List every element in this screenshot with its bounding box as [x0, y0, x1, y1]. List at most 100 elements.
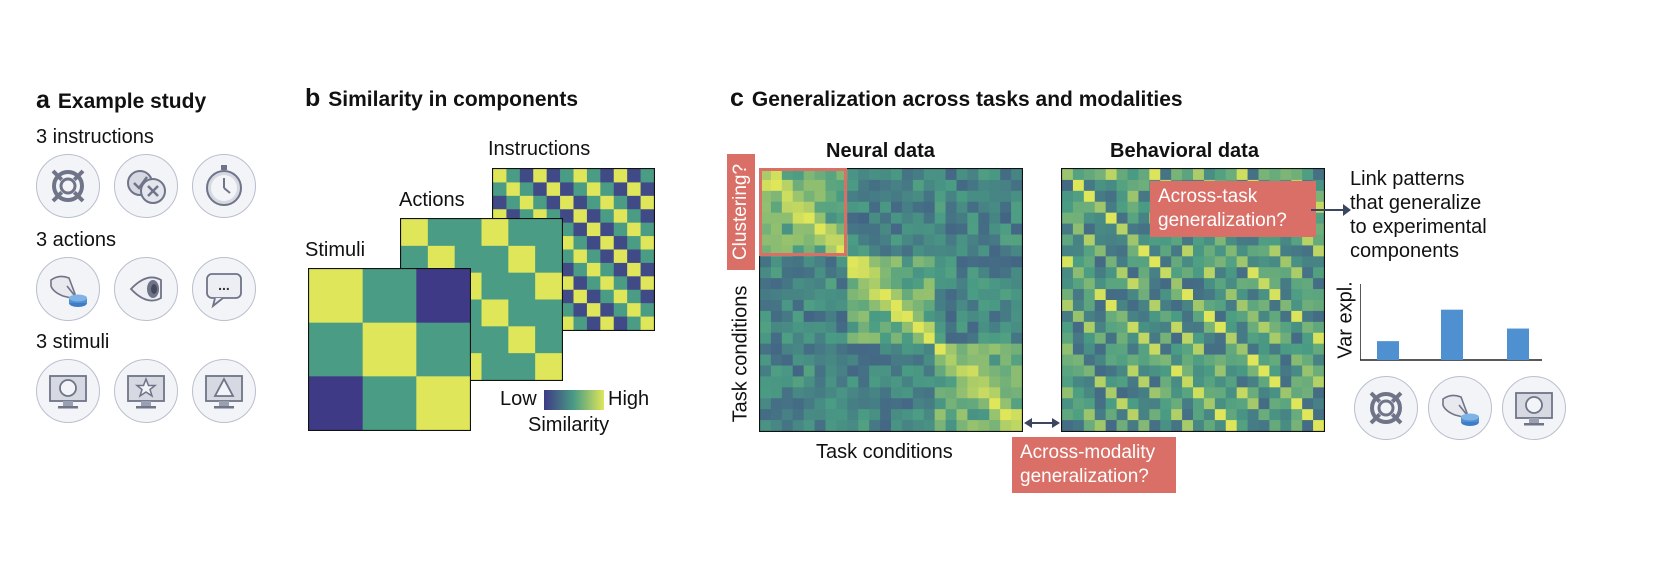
matrix-cell	[1116, 310, 1128, 323]
matrix-cell	[803, 420, 815, 432]
matrix-cell	[792, 310, 805, 323]
matrix-cell	[891, 310, 903, 323]
matrix-cell	[535, 353, 563, 381]
matrix-cell	[912, 387, 925, 399]
matrix-cell	[1171, 256, 1183, 268]
row-label-stimuli: 3 stimuli	[36, 331, 110, 353]
matrix-cell	[1094, 310, 1107, 323]
matrix-cell	[1116, 289, 1128, 301]
matrix-cell	[1062, 179, 1074, 192]
matrix-cell	[978, 354, 990, 366]
matrix-cell	[956, 332, 968, 345]
matrix-cell	[901, 179, 914, 192]
monitor-star-icon	[114, 359, 178, 423]
matrix-cell	[836, 245, 848, 257]
matrix-cell	[880, 376, 892, 388]
matrix-cell	[1247, 234, 1259, 246]
matrix-cell	[945, 300, 957, 312]
matrix-cell	[814, 409, 826, 421]
matrix-cell	[770, 212, 783, 224]
matrix-cell	[1000, 256, 1012, 268]
matrix-cell	[945, 409, 957, 421]
matrix-cell	[945, 223, 957, 235]
matrix-cell	[760, 398, 772, 410]
matrix-cell	[1138, 212, 1150, 224]
matrix-cell	[1302, 278, 1314, 290]
matrix-cell	[858, 223, 870, 235]
matrix-cell	[1072, 332, 1085, 345]
matrix-cell	[781, 223, 794, 235]
matrix-cell	[760, 321, 772, 334]
matrix-cell	[1302, 354, 1314, 366]
matrix-cell	[880, 387, 892, 399]
matrix-cell	[1062, 245, 1074, 257]
matrix-cell	[880, 190, 892, 203]
matrix-cell	[1160, 398, 1172, 410]
matrix-cell	[1062, 256, 1074, 268]
matrix-cell	[1182, 420, 1194, 432]
matrix-cell	[923, 409, 936, 421]
matrix-cell	[901, 398, 914, 410]
matrix-cell	[1000, 223, 1012, 235]
matrix-cell	[1105, 376, 1117, 388]
matrix-cell	[1116, 365, 1128, 377]
matrix-cell	[627, 276, 641, 291]
matrix-cell	[1138, 310, 1150, 323]
row-label-instructions: 3 instructions	[36, 126, 154, 148]
matrix-cell	[1203, 245, 1216, 257]
matrix-cell	[989, 179, 1001, 192]
matrix-cell	[825, 354, 837, 366]
matrix-cell	[989, 267, 1001, 279]
matrix-cell	[825, 289, 837, 301]
matrix-cell	[1225, 245, 1238, 257]
matrix-cell	[1083, 409, 1096, 421]
matrix-cell	[814, 179, 826, 192]
matrix-cell	[1011, 310, 1023, 323]
colorbar-high-label: High	[608, 388, 650, 410]
matrix-cell	[847, 420, 859, 432]
matrix-cell	[1302, 289, 1314, 301]
matrix-cell	[1160, 169, 1172, 181]
matrix-cell	[1171, 310, 1183, 323]
matrix-cell	[825, 190, 837, 203]
matrix-cell	[1062, 223, 1074, 235]
matrix-cell	[1000, 278, 1012, 290]
matrix-cell	[560, 195, 574, 210]
matrix-cell	[573, 262, 588, 277]
matrix-cell	[858, 332, 870, 345]
matrix-cell	[1225, 256, 1238, 268]
matrix-cell	[1105, 409, 1117, 421]
matrix-cell	[1083, 420, 1096, 432]
matrix-cell	[847, 332, 859, 345]
matrix-cell	[1011, 343, 1023, 355]
behavioral-similarity-matrix	[1061, 168, 1325, 432]
matrix-cell	[1000, 234, 1012, 246]
matrix-cell	[923, 354, 936, 366]
matrix-cell	[1000, 354, 1012, 366]
matrix-cell	[1149, 234, 1161, 246]
matrix-cell	[1258, 365, 1270, 377]
matrix-cell	[934, 365, 946, 377]
matrix-cell	[1127, 343, 1139, 355]
matrix-cell	[989, 169, 1001, 181]
matrix-cell	[627, 182, 641, 197]
matrix-cell	[869, 223, 881, 235]
matrix-cell	[781, 343, 794, 355]
matrix-cell	[1225, 169, 1238, 181]
matrix-cell	[803, 321, 815, 334]
matrix-cell	[923, 310, 936, 323]
matrix-cell	[891, 223, 903, 235]
matrix-cell	[901, 332, 914, 345]
matrix-cell	[934, 376, 946, 388]
matrix-cell	[891, 234, 903, 246]
matrix-cell	[989, 409, 1001, 421]
matrix-cell	[923, 420, 936, 432]
matrix-cell	[967, 212, 979, 224]
matrix-cell	[1011, 365, 1023, 377]
matrix-cell	[1094, 387, 1107, 399]
matrix-cell	[1160, 234, 1172, 246]
matrix-cell	[1083, 190, 1096, 203]
panel-b-letter: b	[305, 84, 321, 112]
matrix-cell	[586, 169, 601, 183]
matrix-cell	[912, 179, 925, 192]
